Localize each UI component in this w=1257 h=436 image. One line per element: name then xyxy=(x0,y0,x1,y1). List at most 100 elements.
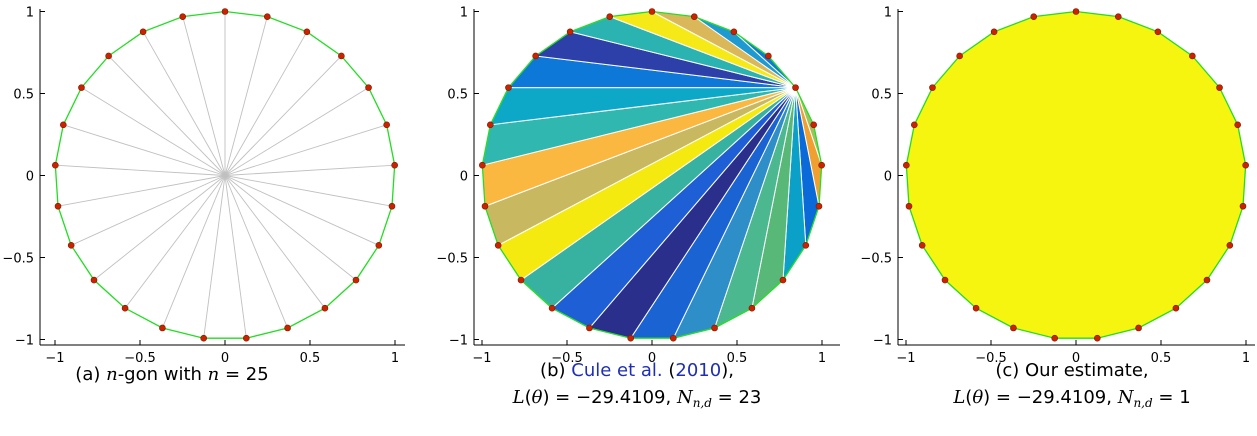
vertex-point xyxy=(779,276,787,284)
vertex-point xyxy=(929,84,936,91)
polygon-edge xyxy=(54,10,396,339)
panel-a-n-gon: 1 0.5 0 −0.5 −1 −1 −0.5 0 0.5 1 (a) n-gon with n … xyxy=(2,6,405,385)
vertex-point xyxy=(548,304,556,312)
vertex-point xyxy=(1234,121,1241,129)
spoke-line xyxy=(224,175,380,246)
vertex-point xyxy=(802,242,810,249)
vertex-point xyxy=(648,8,656,15)
vertex-point xyxy=(200,334,207,342)
vertex-point xyxy=(54,202,62,210)
spoke-line xyxy=(224,175,326,309)
spoke-line xyxy=(224,175,288,329)
vertex-point xyxy=(383,121,390,129)
citation-link-cule[interactable]: Cule et al. xyxy=(571,360,662,381)
vertex-point xyxy=(903,161,910,169)
x-tick-label: 0.5 xyxy=(1151,351,1172,366)
caption-b-line2: L(θ) = −29.4109, Nn,d = 23 xyxy=(512,387,762,410)
vertex-point xyxy=(956,52,963,60)
spoke-line xyxy=(224,31,308,176)
vertex-point xyxy=(338,52,345,60)
y-tick-label: 1 xyxy=(460,6,468,21)
spoke-line xyxy=(81,87,226,176)
vertex-point xyxy=(1216,84,1223,91)
x-tick-label: 0 xyxy=(648,351,656,366)
spoke-line xyxy=(57,175,226,207)
vertex-point xyxy=(139,28,147,36)
vertex-point xyxy=(627,334,634,342)
vertex-point xyxy=(792,84,799,91)
vertex-point xyxy=(711,324,718,332)
vertex-point xyxy=(1135,324,1142,332)
vertex-point xyxy=(67,242,75,249)
vertex-point xyxy=(911,121,918,129)
vertex-point xyxy=(905,202,913,210)
vertex-point xyxy=(566,28,574,36)
polygon-edge xyxy=(905,10,1247,339)
vertex-point xyxy=(105,52,112,60)
x-tick-label: −0.5 xyxy=(975,351,1007,366)
y-tick-label: −0.5 xyxy=(2,252,34,267)
caption-c-line1: (c) Our estimate, xyxy=(995,360,1148,381)
vertex-point xyxy=(352,276,360,284)
vertex-point xyxy=(1072,8,1080,15)
spoke-line xyxy=(55,164,226,176)
panel-b-cule-triangulation: 1 0.5 0 −0.5 −1 −1 −0.5 0 0.5 1 (b) Cule et al. (… xyxy=(436,6,840,410)
x-tick-label: 1 xyxy=(391,351,399,366)
vertex-point xyxy=(179,13,187,20)
vertex-point xyxy=(532,52,539,60)
spoke-line xyxy=(124,175,226,309)
spoke-line xyxy=(93,175,226,281)
y-tick-label: 0 xyxy=(884,170,892,185)
x-tick-label: −0.5 xyxy=(551,351,583,366)
vertex-point xyxy=(1114,13,1122,20)
spoke-line xyxy=(70,175,226,246)
y-tick-label: 0.5 xyxy=(13,88,34,103)
y-tick-label: −0.5 xyxy=(436,252,468,267)
vertex-point xyxy=(303,28,311,36)
spoke-line xyxy=(203,175,226,339)
vertex-point xyxy=(284,324,291,332)
spoke-line xyxy=(224,175,247,339)
vertex-point xyxy=(1094,334,1101,342)
vertex-point xyxy=(375,242,383,249)
vertex-point xyxy=(78,84,85,91)
citation-link-year[interactable]: 2010 xyxy=(675,360,721,381)
vertex-point xyxy=(1239,202,1247,210)
vertex-point xyxy=(1051,334,1058,342)
y-tick-label: 0.5 xyxy=(447,88,468,103)
spoke-line xyxy=(108,55,226,176)
vertex-point xyxy=(1203,276,1211,284)
y-tick-label: −1 xyxy=(15,334,34,349)
vertex-point xyxy=(321,304,329,312)
x-tick-label: −0.5 xyxy=(124,351,156,366)
vertex-point xyxy=(818,161,825,169)
vertex-point xyxy=(765,52,772,60)
spoke-line xyxy=(224,16,268,176)
vertex-point xyxy=(479,161,486,169)
vertex-point xyxy=(159,324,166,332)
vertex-point xyxy=(941,276,949,284)
vertex-point xyxy=(365,84,372,91)
x-tick-label: 1 xyxy=(1242,351,1250,366)
spoke-line xyxy=(224,55,342,176)
vertex-point xyxy=(586,324,593,332)
y-tick-label: 1 xyxy=(884,6,892,21)
y-tick-label: 1 xyxy=(26,6,34,21)
vertex-point xyxy=(1010,324,1017,332)
vertex-point xyxy=(517,276,525,284)
vertex-point xyxy=(60,121,67,129)
plot-area-a: 1 0.5 0 −0.5 −1 −1 −0.5 0 0.5 1 xyxy=(2,6,405,366)
spoke-line xyxy=(224,175,393,207)
x-tick-label: −1 xyxy=(45,351,64,366)
caption-a: (a) n-gon with n = 25 xyxy=(75,364,268,385)
spoke-line xyxy=(63,124,226,176)
x-tick-label: 0 xyxy=(1072,351,1080,366)
caption-c-line2: L(θ) = −29.4109, Nn,d = 1 xyxy=(952,387,1190,410)
spoke-line xyxy=(142,31,226,176)
vertex-point xyxy=(494,242,502,249)
y-tick-label: −0.5 xyxy=(860,252,892,267)
vertex-point xyxy=(388,202,396,210)
caption-b-line1: (b) Cule et al. (2010), xyxy=(540,360,734,381)
vertex-point xyxy=(1172,304,1180,312)
